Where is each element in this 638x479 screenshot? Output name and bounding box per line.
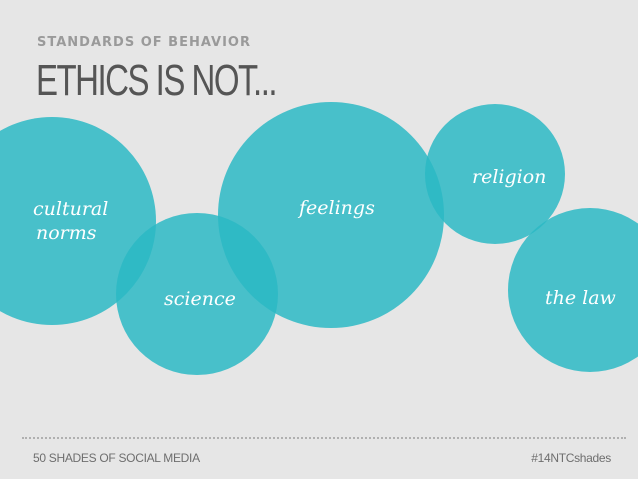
bubble-religion (425, 104, 565, 244)
label-science: science (164, 288, 236, 310)
label-feelings: feelings (299, 197, 375, 219)
bubble-cultural-norms (0, 117, 156, 325)
footer-series-title: 50 SHADES OF SOCIAL MEDIA (33, 451, 200, 465)
label-cultural-norms-line2: norms (36, 221, 97, 244)
bubble-the-law (508, 208, 638, 372)
label-the-law: the law (545, 287, 616, 309)
slide-subtitle: STANDARDS OF BEHAVIOR (37, 35, 251, 50)
label-cultural-norms-line1: cultural (33, 198, 109, 220)
slide-title: ETHICS IS NOT... (36, 56, 278, 105)
label-cultural-norms: cultural norms (33, 198, 108, 246)
label-religion: religion (472, 166, 547, 188)
footer-divider (22, 437, 626, 439)
bubble-feelings (218, 102, 444, 328)
footer-hashtag: #14NTCshades (531, 451, 611, 465)
